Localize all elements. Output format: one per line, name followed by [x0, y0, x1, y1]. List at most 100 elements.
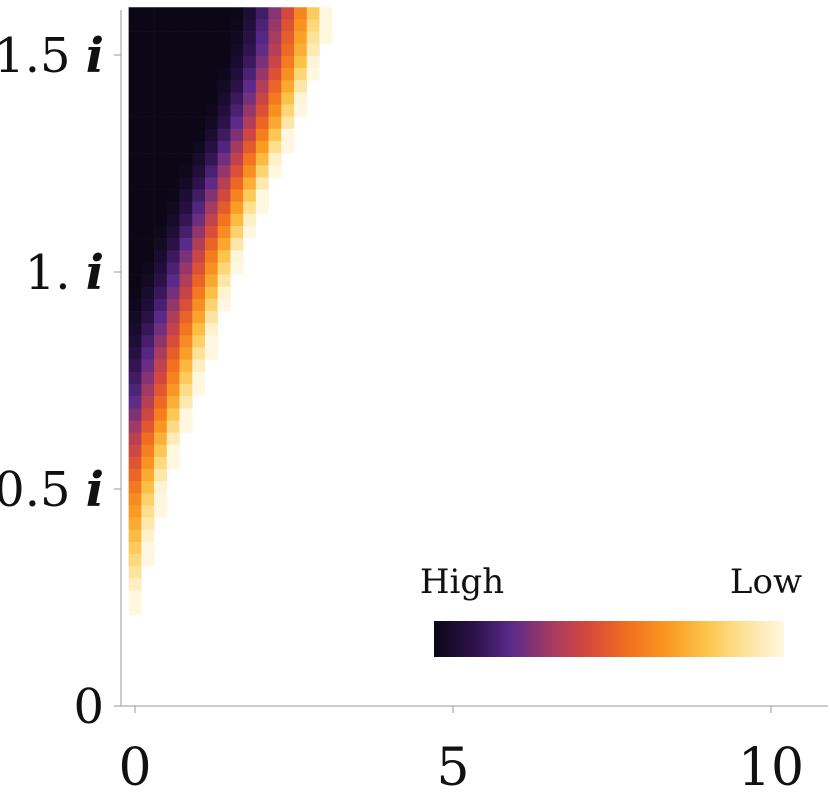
heatmap-cell — [217, 104, 231, 117]
heatmap-cell — [179, 43, 193, 57]
heatmap-cell — [179, 250, 193, 263]
heatmap-cell — [154, 481, 168, 494]
heatmap-cell — [217, 140, 231, 154]
heatmap-cell — [294, 31, 308, 45]
heatmap-cell — [281, 140, 295, 154]
heatmap-cell — [281, 19, 295, 32]
heatmap-cell — [128, 602, 142, 616]
heatmap-cell — [192, 347, 206, 360]
heatmap-cell — [230, 116, 244, 130]
heatmap-cell — [141, 371, 155, 385]
heatmap-cell — [141, 541, 155, 555]
heatmap-cell — [179, 274, 193, 288]
heatmap-cell — [166, 177, 180, 190]
heatmap-cell — [128, 444, 142, 458]
heatmap-cell — [141, 469, 155, 482]
heatmap-cell — [128, 201, 142, 215]
heatmap-cell — [166, 31, 180, 45]
heatmap-cell — [141, 359, 155, 373]
heatmap-cell — [192, 311, 206, 324]
heatmap-cell — [128, 80, 142, 93]
heatmap-cell — [154, 128, 168, 142]
heatmap-cell — [154, 165, 168, 178]
heatmap-cell — [204, 19, 218, 32]
heatmap-cell — [179, 323, 193, 336]
heatmap-cell — [166, 298, 180, 312]
heatmap-cell — [230, 238, 244, 251]
heatmap-cell — [154, 262, 168, 275]
heatmap-cell — [319, 19, 333, 32]
heatmap-cell — [192, 213, 206, 227]
heatmap-cell — [204, 311, 218, 324]
heatmap-cell — [204, 43, 218, 57]
heatmap-cell — [141, 128, 155, 142]
heatmap-cell — [243, 55, 257, 69]
heatmap-cell — [192, 335, 206, 348]
heatmap-cell — [192, 140, 206, 154]
heatmap-cell — [268, 68, 282, 81]
heatmap-cell — [230, 68, 244, 81]
heatmap-cell — [204, 250, 218, 263]
heatmap-cell — [204, 177, 218, 190]
heatmap-cell — [154, 43, 168, 57]
heatmap-cell — [141, 238, 155, 251]
heatmap-cell — [141, 432, 155, 446]
heatmap-cell — [204, 238, 218, 251]
heatmap-cell — [154, 371, 168, 385]
heatmap-cell — [230, 19, 244, 32]
heatmap-cell — [128, 456, 142, 470]
heatmap-cell — [141, 517, 155, 531]
y-tick-label: 0 — [73, 679, 104, 735]
heatmap-cell — [306, 19, 320, 32]
heatmap-cell — [268, 128, 282, 142]
heatmap-cell — [154, 359, 168, 373]
heatmap-cell — [294, 68, 308, 81]
heatmap-cell — [217, 201, 231, 215]
y-tick-label: 1.5 i — [0, 28, 104, 84]
heatmap-cell — [166, 335, 180, 348]
heatmap-cell — [294, 104, 308, 117]
heatmap-cell — [268, 80, 282, 93]
heatmap-cell — [243, 31, 257, 45]
heatmap-cell — [141, 529, 155, 543]
heatmap-cell — [179, 262, 193, 275]
heatmap-cell — [128, 408, 142, 421]
heatmap-cell — [166, 238, 180, 251]
heatmap-cell — [230, 31, 244, 45]
heatmap-cell — [166, 432, 180, 446]
heatmap-cell — [268, 55, 282, 69]
heatmap-cell — [154, 201, 168, 215]
heatmap-cell — [166, 19, 180, 32]
heatmap-cell — [281, 80, 295, 93]
heatmap-cell — [204, 213, 218, 227]
heatmap-cell — [268, 165, 282, 178]
heatmap-cell — [179, 408, 193, 421]
heatmap-cell — [154, 456, 168, 470]
heatmap-cell — [255, 43, 269, 57]
heatmap-cell — [128, 298, 142, 312]
heatmap-cell — [154, 408, 168, 421]
heatmap-cell — [166, 189, 180, 202]
heatmap-cell — [141, 19, 155, 32]
heatmap-cell — [141, 213, 155, 227]
heatmap-cell — [128, 104, 142, 117]
heatmap-cell — [230, 262, 244, 275]
heatmap-cell — [141, 165, 155, 178]
heatmap-cell — [141, 420, 155, 433]
heatmap-cell — [217, 43, 231, 57]
heatmap-cell — [141, 408, 155, 421]
heatmap-cell — [128, 286, 142, 300]
heatmap-cell — [255, 116, 269, 130]
heatmap-cell — [243, 165, 257, 178]
heatmap-cell — [243, 19, 257, 32]
heatmap-cell — [192, 383, 206, 397]
heatmap-cell — [166, 226, 180, 239]
heatmap-cell — [243, 201, 257, 215]
heatmap-cell — [281, 55, 295, 69]
heatmap-cell — [166, 80, 180, 93]
heatmap-cell — [128, 383, 142, 397]
heatmap-cell — [217, 262, 231, 275]
heatmap-cell — [243, 140, 257, 154]
heatmap-cell — [217, 286, 231, 300]
heatmap-cell — [141, 80, 155, 93]
